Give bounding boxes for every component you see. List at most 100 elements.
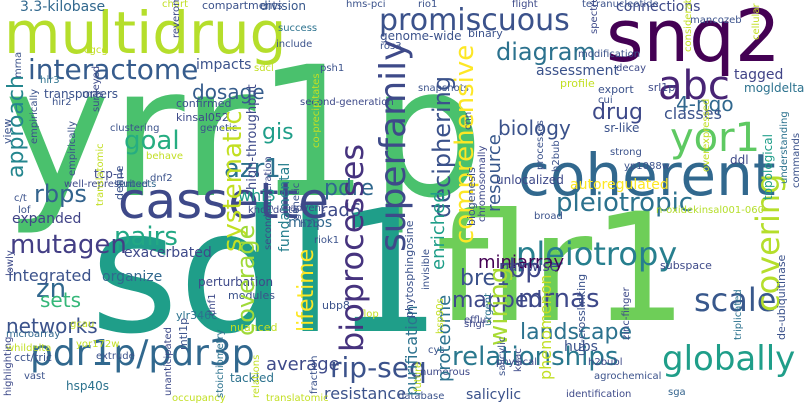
word-high-throughput: define [113, 165, 126, 200]
word-fraction: understanding [779, 111, 790, 184]
word-pdre: pdre [324, 176, 375, 201]
word-organize: organize [102, 269, 163, 285]
word-drug: drug [592, 100, 643, 125]
word-occupancy: stoichiometry [215, 329, 226, 398]
word-stfs: future [413, 361, 424, 392]
word-sdl1: sdl1 [90, 174, 442, 372]
word-perturbation: mtl1p [177, 317, 190, 350]
word-cct-tric: hsp40s [66, 379, 109, 393]
word-kdac: physical [496, 357, 537, 368]
word-salicylic: salicylic [497, 336, 508, 376]
word-connections: connections [616, 0, 701, 15]
word-hir3: cnn [463, 111, 474, 130]
word-zinc-finger: h2bubl [588, 357, 623, 368]
word-flop: hsp90s [435, 298, 446, 334]
word-unlocalized: unlocalized [496, 173, 564, 187]
word-hsp40s: tackled [230, 371, 274, 385]
word-urgent: shgl [464, 319, 485, 330]
word-dosage: dosage [192, 80, 265, 104]
word-abc: abc [658, 63, 730, 109]
word-phytosphingosine: invisible [421, 248, 432, 290]
word-networks: networks [6, 314, 98, 338]
word-3-3-kilobase: 3.3-kilobase [20, 0, 106, 15]
word-pairs: pairs [114, 222, 178, 252]
word-yor1: yor1 [670, 115, 761, 161]
word-mrnas: mrnas [518, 284, 600, 314]
word-yrml: flop [360, 309, 379, 320]
word-impacts: impacts [196, 57, 252, 73]
word-diagram: diagram [496, 38, 596, 66]
word-dnf1: modules [228, 289, 275, 302]
word-agrochemical: kdac [513, 348, 524, 372]
word-mogldelta: mogldelta [744, 81, 805, 95]
word-compartments: view [1, 118, 14, 144]
word-pdr1p-pdr3p: pdr1p/pdr3p [30, 333, 255, 374]
word-cys: numerous [420, 367, 471, 378]
word-genetic: co-precipitates [311, 73, 322, 148]
word-ylr346c: nuanced [230, 321, 278, 334]
word-profile: cellular [751, 3, 762, 40]
word-resistance: resistance [324, 384, 407, 403]
word-landscape: landscape [520, 320, 633, 345]
word-autoregulated: autoregulated [570, 177, 669, 193]
word-topological: topological [761, 134, 775, 200]
word-coherent: coherent [518, 141, 776, 209]
word-mrna: rnas [82, 89, 104, 100]
word-h2bubl: zinc-finger [621, 287, 632, 340]
word-modules: perturbation [198, 275, 274, 289]
word-translatomic: yp1088w [624, 161, 670, 172]
word-de-ubiquitinase: de-ubiquitinase [775, 254, 788, 340]
word-pleiotropy: pleiotropy [516, 235, 678, 273]
word-snapshots: decay [616, 63, 647, 74]
word-sr-like: sr-like [604, 121, 640, 135]
word-miniarray: miniarray [478, 252, 565, 273]
word-understanding: h2bub [551, 140, 562, 172]
word-zn: zn [36, 274, 67, 304]
word-lof: ubp8 [322, 299, 350, 312]
word-subspace: subspace [660, 259, 712, 272]
word-dnf2: subsets [118, 179, 157, 190]
word-future: translatomic [95, 143, 106, 206]
word-second-generation: genetic [291, 182, 302, 220]
word-numerous: salicylic [466, 387, 522, 403]
word-invisible: biogenesis [465, 167, 478, 226]
word-tackled: occupancy [172, 393, 226, 404]
word-physical: identification [566, 389, 632, 400]
word-tagged: tagged [734, 67, 784, 83]
word-pleiotropic: pleiotropic [556, 188, 694, 218]
word-mancozeb: binary [468, 27, 503, 40]
word-rnas: empirically [29, 88, 40, 144]
word-sga: agrochemical [594, 371, 662, 382]
word-overexpressed: processes [535, 120, 546, 170]
word-co-precipitates: high-throughput [245, 84, 260, 190]
word-phenomenon: phenomenon [536, 274, 555, 380]
word-modification: tetranucleotide [582, 0, 659, 10]
word-relationships: relationships [452, 342, 619, 372]
word-yrr1p: yrr1p [4, 29, 485, 238]
word-c-t: well-represented [64, 179, 149, 190]
word-rip-seq: rip-seq [330, 351, 427, 384]
word-cgcg: surveyed [91, 65, 102, 112]
word-spectrum: psh1 [320, 63, 345, 74]
word-enriched: enriched [428, 191, 449, 270]
word-chart: lowly [5, 250, 16, 276]
word-tetranucleotide: rio1 [418, 0, 438, 10]
word-uv-crosslinking: uv-crosslinking [575, 273, 588, 356]
word-hubs: hubs [564, 339, 598, 355]
word-mtl1p: extrude [96, 351, 135, 362]
word-yp1088w: snapshots [418, 83, 469, 94]
word-psh1: success [278, 23, 318, 34]
word-sdcl: reveromycin [171, 0, 182, 38]
word-efflux: cys [428, 345, 445, 356]
word-biogenesis: chromosomally [477, 145, 488, 222]
word-transporters: empirically [67, 120, 78, 176]
word-whi3: whi3 [238, 186, 276, 205]
word-processes: profile [560, 77, 595, 90]
word-identification: sga [668, 387, 686, 398]
word-classes: classes [664, 104, 722, 123]
word-kinsal001-060: commands [791, 132, 802, 188]
word-cnn: genetic [200, 123, 238, 134]
word-scale: scale [694, 281, 777, 319]
word-view: transporters [44, 87, 119, 101]
